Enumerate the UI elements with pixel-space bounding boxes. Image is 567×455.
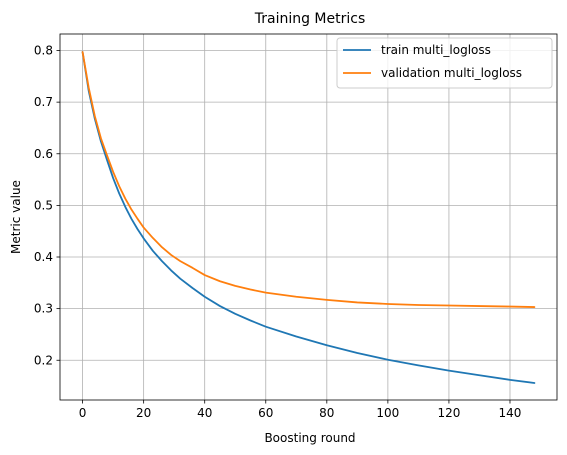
legend: train multi_logloss validation multi_log… (336, 37, 553, 89)
legend-label-validation: validation multi_logloss (381, 66, 522, 80)
x-tick-label: 80 (319, 406, 334, 420)
y-axis-label: Metric value (9, 180, 23, 254)
y-tick-label: 0.3 (34, 302, 53, 316)
series-line-train (81, 51, 536, 384)
y-tick-label: 0.8 (34, 44, 53, 58)
x-axis-label: Boosting round (264, 431, 355, 445)
x-tick-label: 100 (376, 406, 399, 420)
series-line-validation (81, 51, 536, 308)
x-tick-label: 120 (437, 406, 460, 420)
y-tick-label: 0.7 (34, 95, 53, 109)
x-tick-label: 140 (499, 406, 522, 420)
y-tick-label: 0.2 (34, 353, 53, 367)
x-tick-label: 60 (258, 406, 273, 420)
legend-box (336, 37, 553, 89)
y-tick-label: 0.5 (34, 198, 53, 212)
plot-frame (59, 33, 558, 401)
x-tick-label: 40 (197, 406, 212, 420)
y-tick-label: 0.6 (34, 147, 53, 161)
y-tick-label: 0.4 (34, 250, 53, 264)
x-tick-label: 0 (79, 406, 87, 420)
legend-label-train: train multi_logloss (381, 43, 491, 57)
grid (60, 34, 557, 400)
series-layer (81, 51, 536, 384)
chart-title: Training Metrics (254, 11, 366, 27)
y-axis: 0.2 0.3 0.4 0.5 0.6 0.7 0.8 (34, 44, 60, 367)
x-axis: 0 20 40 60 80 100 120 140 (79, 400, 522, 420)
x-tick-label: 20 (136, 406, 151, 420)
